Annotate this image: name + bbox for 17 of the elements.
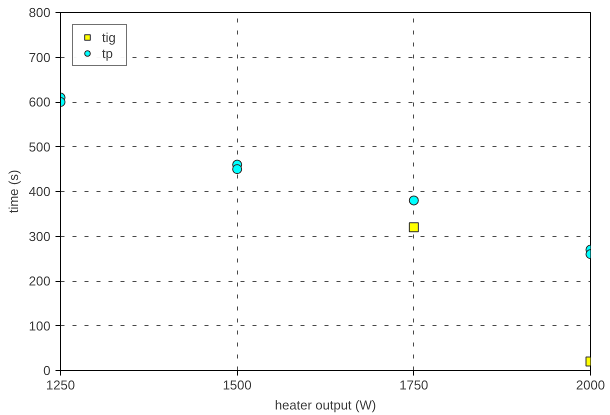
x-tick-label: 1250 [46, 378, 75, 392]
x-axis-title: heater output (W) [274, 398, 376, 412]
y-tick-label: 500 [28, 139, 51, 154]
x-tick-label: 1500 [222, 378, 252, 392]
y-tick-label: 300 [28, 228, 51, 244]
y-tick-label: 200 [28, 274, 51, 288]
y-tick-label: 600 [28, 94, 51, 110]
y-tick-label: 400 [28, 184, 51, 199]
y-tick-label: 0 [43, 363, 51, 378]
legend-label: tp [102, 45, 114, 61]
x-tick-label: 1750 [399, 378, 428, 392]
y-axis-title: time (s) [6, 170, 21, 214]
x-tick-label: 2000 [576, 378, 605, 392]
legend-label: tig [102, 29, 117, 45]
y-tick-label: 700 [28, 50, 51, 65]
y-tick-label: 100 [28, 318, 51, 334]
y-tick-label: 800 [28, 5, 51, 20]
